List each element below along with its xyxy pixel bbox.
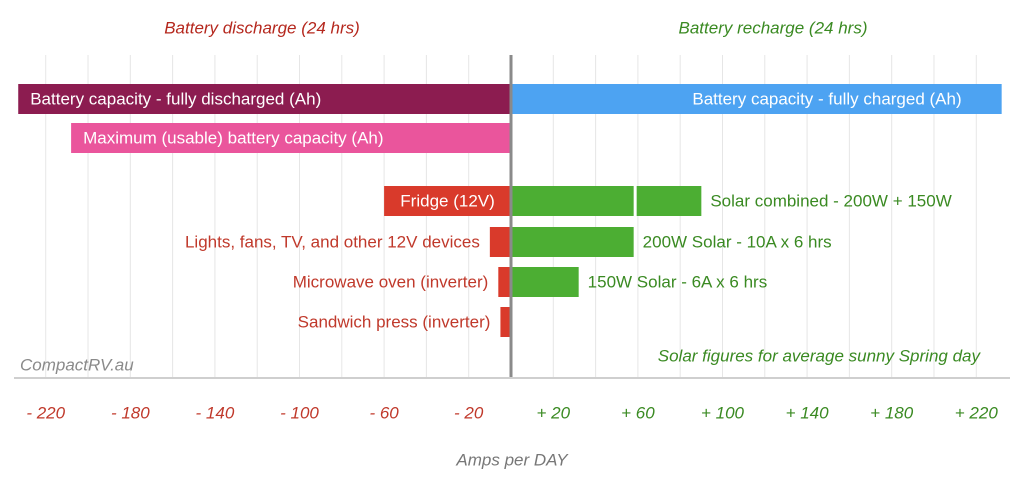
x-tick-label: + 220 bbox=[955, 403, 999, 422]
bar-label: Microwave oven (inverter) bbox=[293, 272, 489, 291]
bar-label: 150W Solar - 6A x 6 hrs bbox=[588, 272, 768, 291]
x-tick-label: - 20 bbox=[454, 403, 484, 422]
bar bbox=[511, 186, 634, 216]
bar bbox=[511, 267, 579, 297]
bar-label: 200W Solar - 10A x 6 hrs bbox=[643, 232, 832, 251]
bar-label: Sandwich press (inverter) bbox=[298, 312, 491, 331]
title-right: Battery recharge (24 hrs) bbox=[679, 18, 868, 37]
bar-label: Battery capacity - fully charged (Ah) bbox=[692, 89, 961, 108]
x-axis-title: Amps per DAY bbox=[455, 450, 569, 469]
bar-label: Battery capacity - fully discharged (Ah) bbox=[30, 89, 321, 108]
bar bbox=[500, 307, 511, 337]
x-tick-label: - 140 bbox=[196, 403, 235, 422]
x-ticks: - 220 - 180 - 140 - 100 - 60 - 20 + 20 + 60 + 10… bbox=[26, 403, 998, 422]
x-tick-label: + 180 bbox=[870, 403, 914, 422]
bars: Battery capacity - fully discharged (Ah)… bbox=[18, 84, 1002, 337]
x-tick-label: + 20 bbox=[537, 403, 571, 422]
x-tick-label: - 180 bbox=[111, 403, 150, 422]
bar-label: Maximum (usable) battery capacity (Ah) bbox=[83, 128, 383, 147]
bar-label: Lights, fans, TV, and other 12V devices bbox=[185, 232, 480, 251]
bar bbox=[384, 186, 511, 216]
bar bbox=[18, 84, 511, 114]
bar bbox=[498, 267, 511, 297]
x-tick-label: - 100 bbox=[280, 403, 319, 422]
x-tick-label: + 100 bbox=[701, 403, 745, 422]
bar bbox=[636, 186, 702, 216]
bar bbox=[511, 84, 1002, 114]
bar bbox=[71, 123, 512, 153]
title-left: Battery discharge (24 hrs) bbox=[164, 18, 360, 37]
bar-label: Solar combined - 200W + 150W bbox=[710, 191, 951, 210]
x-tick-label: + 140 bbox=[786, 403, 830, 422]
note: Solar figures for average sunny Spring d… bbox=[658, 346, 982, 365]
bar bbox=[511, 227, 634, 257]
bar bbox=[489, 227, 511, 257]
x-tick-label: - 60 bbox=[369, 403, 399, 422]
x-tick-label: + 60 bbox=[621, 403, 655, 422]
bar-label: Fridge (12V) bbox=[400, 191, 494, 210]
x-tick-label: - 220 bbox=[26, 403, 65, 422]
watermark: CompactRV.au bbox=[20, 355, 134, 374]
